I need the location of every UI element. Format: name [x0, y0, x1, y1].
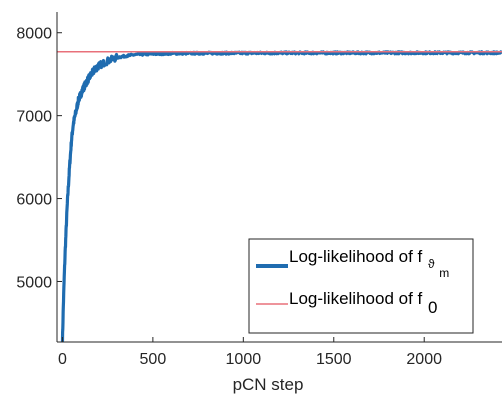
legend-label-series-2-main: Log-likelihood of f [289, 289, 423, 308]
ticks: 0 500 1000 1500 2000 5000 6000 7000 8000 [16, 26, 442, 368]
series-1-line [60, 50, 502, 342]
axes [56, 12, 502, 343]
x-tick-label: 1500 [316, 351, 352, 368]
series-layer [57, 50, 502, 342]
y-tick-label: 8000 [16, 26, 52, 43]
legend-label-series-2-sub: 0 [428, 298, 437, 317]
x-tick-label: 500 [140, 351, 167, 368]
legend-label-series-2: Log-likelihood of f 0 [289, 289, 437, 317]
y-tick-label: 5000 [16, 274, 52, 291]
legend: Log-likelihood of f ϑ m Log-likelihood o… [248, 238, 474, 334]
legend-label-series-1-main: Log-likelihood of f [289, 247, 423, 266]
legend-label-series-1-subsub: m [439, 266, 449, 280]
legend-label-series-1: Log-likelihood of f ϑ m [289, 247, 449, 280]
y-tick-label: 7000 [16, 109, 52, 126]
y-tick-label: 6000 [16, 192, 52, 209]
x-tick-label: 0 [58, 351, 67, 368]
x-tick-label: 1000 [226, 351, 262, 368]
x-tick-label: 2000 [406, 351, 442, 368]
x-axis-label: pCN step [233, 375, 304, 394]
legend-label-series-1-sub: ϑ [428, 257, 435, 271]
legend-box [248, 238, 474, 334]
